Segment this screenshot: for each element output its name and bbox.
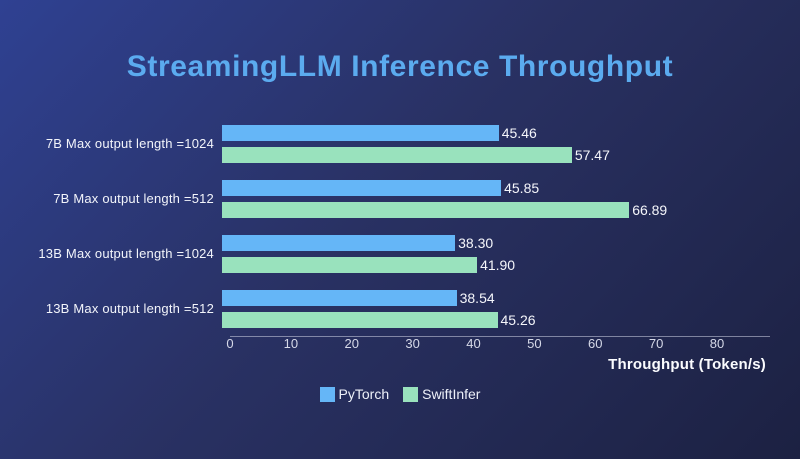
bar-row: 57.47	[222, 146, 610, 163]
tick-label: 60	[588, 336, 603, 351]
x-axis-tick: 20	[345, 331, 359, 351]
bar-swiftinfer	[222, 311, 498, 328]
category-group: 7B Max output length =512 45.85 66.89	[0, 171, 800, 226]
legend-swatch-swiftinfer	[403, 386, 419, 402]
category-group: 13B Max output length =1024 38.30 41.90	[0, 226, 800, 281]
bar-value-label: 38.30	[458, 234, 494, 251]
category-group: 13B Max output length =512 38.54 45.26	[0, 281, 800, 336]
bar-pytorch	[222, 124, 499, 141]
legend: PyTorch SwiftInfer	[0, 386, 800, 402]
bar-pytorch	[222, 234, 456, 251]
bar-value-label: 66.89	[632, 201, 668, 218]
bar-row: 41.90	[222, 256, 516, 273]
legend-label: SwiftInfer	[422, 386, 481, 402]
legend-label: PyTorch	[338, 386, 390, 402]
bar-pair: 45.85 66.89	[222, 179, 668, 218]
category-label: 7B Max output length =1024	[45, 136, 214, 151]
x-axis-line	[230, 336, 770, 337]
tick-label: 0	[226, 336, 234, 351]
tick-label: 70	[648, 336, 664, 351]
x-axis-tick: 70	[649, 331, 663, 351]
category-label: 13B Max output length =1024	[38, 246, 214, 261]
x-axis-tick: 60	[588, 331, 602, 351]
bar-pair: 38.30 41.90	[222, 234, 516, 273]
bar-row: 38.30	[222, 234, 515, 251]
bar-value-label: 45.85	[504, 179, 540, 196]
bar-row: 45.26	[222, 311, 536, 328]
bar-row: 66.89	[222, 201, 668, 218]
category-group: 7B Max output length =1024 45.46 57.47	[0, 116, 800, 171]
bar-swiftinfer	[222, 201, 630, 218]
chart-title: StreamingLLM Inference Throughput	[126, 50, 674, 83]
tick-label: 30	[405, 336, 420, 351]
tick-label: 40	[466, 336, 481, 351]
bar-row: 38.54	[222, 289, 536, 306]
legend-swatch-pytorch	[319, 386, 335, 402]
plot-area: 7B Max output length =1024 45.46 57.47 7B M…	[0, 116, 800, 336]
bar-value-label: 57.47	[574, 146, 610, 163]
bar-chart: 7B Max output length =1024 45.46 57.47 7B M…	[0, 116, 800, 402]
bar-pytorch	[222, 289, 457, 306]
x-axis-tick: 10	[284, 331, 298, 351]
bar-pair: 45.46 57.47	[222, 124, 610, 163]
category-label: 13B Max output length =512	[45, 301, 214, 316]
legend-item-pytorch: PyTorch	[319, 386, 390, 402]
x-axis-label: Throughput (Token/s)	[608, 356, 766, 373]
tick-label: 50	[527, 336, 542, 351]
tick-label: 20	[344, 336, 359, 351]
x-axis-tick: 0	[226, 331, 233, 351]
tick-label: 80	[709, 336, 725, 351]
bar-value-label: 41.90	[480, 256, 516, 273]
bar-row: 45.85	[222, 179, 667, 196]
tick-label: 10	[283, 336, 299, 351]
bar-swiftinfer	[222, 146, 572, 163]
x-axis: 0 10 20 30 40 50 60 70 80 Throughput (Token/s)	[226, 336, 770, 374]
bar-row: 45.46	[222, 124, 610, 141]
bar-pytorch	[222, 179, 502, 196]
x-axis-tick: 30	[405, 331, 419, 351]
x-axis-tick: 40	[466, 331, 480, 351]
x-axis-tick: 50	[527, 331, 541, 351]
bar-pair: 38.54 45.26	[222, 289, 536, 328]
bar-value-label: 45.26	[500, 311, 536, 328]
category-label: 7B Max output length =512	[53, 191, 214, 206]
x-axis-tick: 80	[710, 331, 724, 351]
legend-item-swiftinfer: SwiftInfer	[403, 386, 480, 402]
bar-value-label: 45.46	[501, 124, 537, 141]
bar-value-label: 38.54	[459, 289, 495, 306]
bar-swiftinfer	[222, 256, 478, 273]
